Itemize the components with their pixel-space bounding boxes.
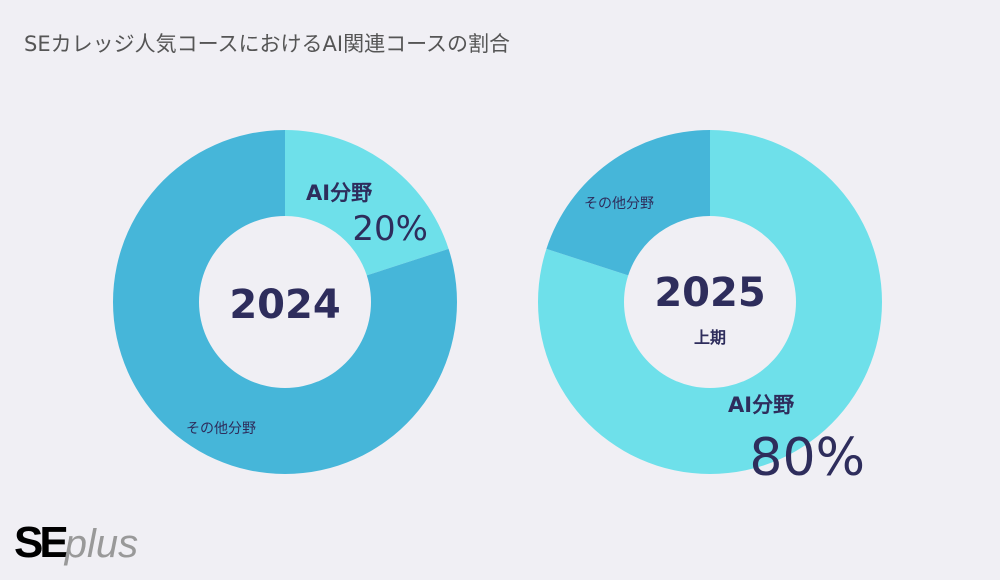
donut-2024 — [112, 130, 457, 474]
donut-2025 — [537, 130, 883, 474]
slice-value-ai-2024: 20% — [352, 209, 428, 249]
slice-label-ai-2025: AI分野 — [728, 393, 794, 417]
slice-value-ai-2025: 80% — [749, 428, 865, 488]
center-sublabel-2025: 上期 — [694, 328, 726, 347]
seplus-logo: SEplus — [14, 518, 139, 567]
center-label-2024: 2024 — [229, 282, 340, 328]
slice-label-ai-2024: AI分野 — [306, 181, 372, 205]
slice-ai — [285, 130, 449, 276]
center-label-2025: 2025 — [654, 270, 765, 316]
slice-label-other-2024: その他分野 — [186, 421, 256, 437]
chart-title: SEカレッジ人気コースにおけるAI関連コースの割合 — [24, 32, 511, 56]
slice-other — [546, 130, 710, 276]
slice-ai — [537, 130, 883, 474]
slice-other — [112, 130, 457, 474]
slice-label-other-2025: その他分野 — [584, 196, 654, 212]
